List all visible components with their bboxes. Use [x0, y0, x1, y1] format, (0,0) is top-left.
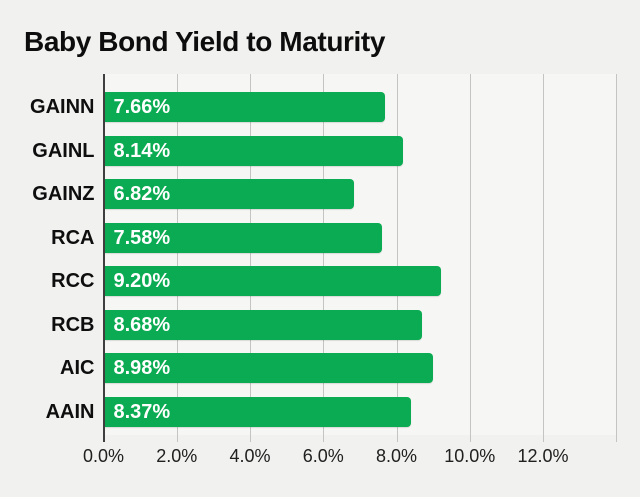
category-label: AIC — [60, 357, 95, 379]
bar-value-label: 7.58% — [113, 226, 171, 249]
gridline — [396, 74, 398, 435]
category-label: GAINZ — [32, 183, 95, 205]
category-label: RCB — [51, 313, 95, 336]
category-label: AAIN — [45, 400, 95, 423]
x-tick-label: 8.0% — [375, 446, 418, 466]
axis-tick — [323, 435, 325, 442]
x-tick-label: 2.0% — [156, 446, 198, 466]
category-label: RCA — [51, 226, 95, 249]
bar-value-label: 7.66% — [113, 96, 171, 118]
x-tick-label: 4.0% — [229, 446, 271, 466]
bar-value-label: 8.68% — [113, 313, 171, 336]
bar: 9.20% — [104, 266, 442, 296]
y-axis-line — [102, 74, 105, 442]
bar: 8.98% — [104, 353, 434, 383]
gridline — [543, 74, 544, 435]
bar: 6.82% — [104, 179, 355, 209]
bar-value-label: 9.20% — [113, 270, 171, 292]
axis-tick — [176, 435, 178, 442]
bar-value-label: 6.82% — [113, 183, 171, 205]
bar: 8.37% — [104, 396, 412, 427]
gridline — [323, 74, 325, 435]
gridline — [250, 74, 251, 435]
axis-tick — [616, 435, 618, 442]
x-tick-label: 0.0% — [82, 446, 125, 466]
axis-tick — [469, 435, 471, 442]
gridline — [616, 74, 618, 435]
bar-value-label: 8.14% — [113, 139, 171, 162]
axis-tick — [543, 435, 544, 442]
gridline — [469, 74, 471, 435]
bar: 7.66% — [104, 92, 386, 122]
chart-title: Baby Bond Yield to Maturity — [24, 26, 386, 57]
category-label: GAINN — [30, 96, 95, 118]
x-tick-label: 6.0% — [302, 446, 344, 466]
bar-value-label: 8.98% — [113, 357, 171, 379]
bar: 8.68% — [104, 309, 423, 340]
bar-value-label: 8.37% — [113, 400, 171, 423]
x-tick-label: 12.0% — [517, 446, 569, 466]
axis-tick — [396, 435, 398, 442]
bar: 7.58% — [104, 222, 383, 253]
category-label: RCC — [51, 270, 95, 292]
plot-area: GAINN 7.66% GAINL 8.14% GAINZ 6.82% RCA 7.58% RC… — [0, 74, 640, 442]
x-tick-label: 10.0% — [444, 446, 496, 466]
gridline — [176, 74, 178, 435]
category-label: GAINL — [32, 139, 95, 162]
bar: 8.14% — [104, 135, 403, 166]
axis-tick — [250, 435, 251, 442]
